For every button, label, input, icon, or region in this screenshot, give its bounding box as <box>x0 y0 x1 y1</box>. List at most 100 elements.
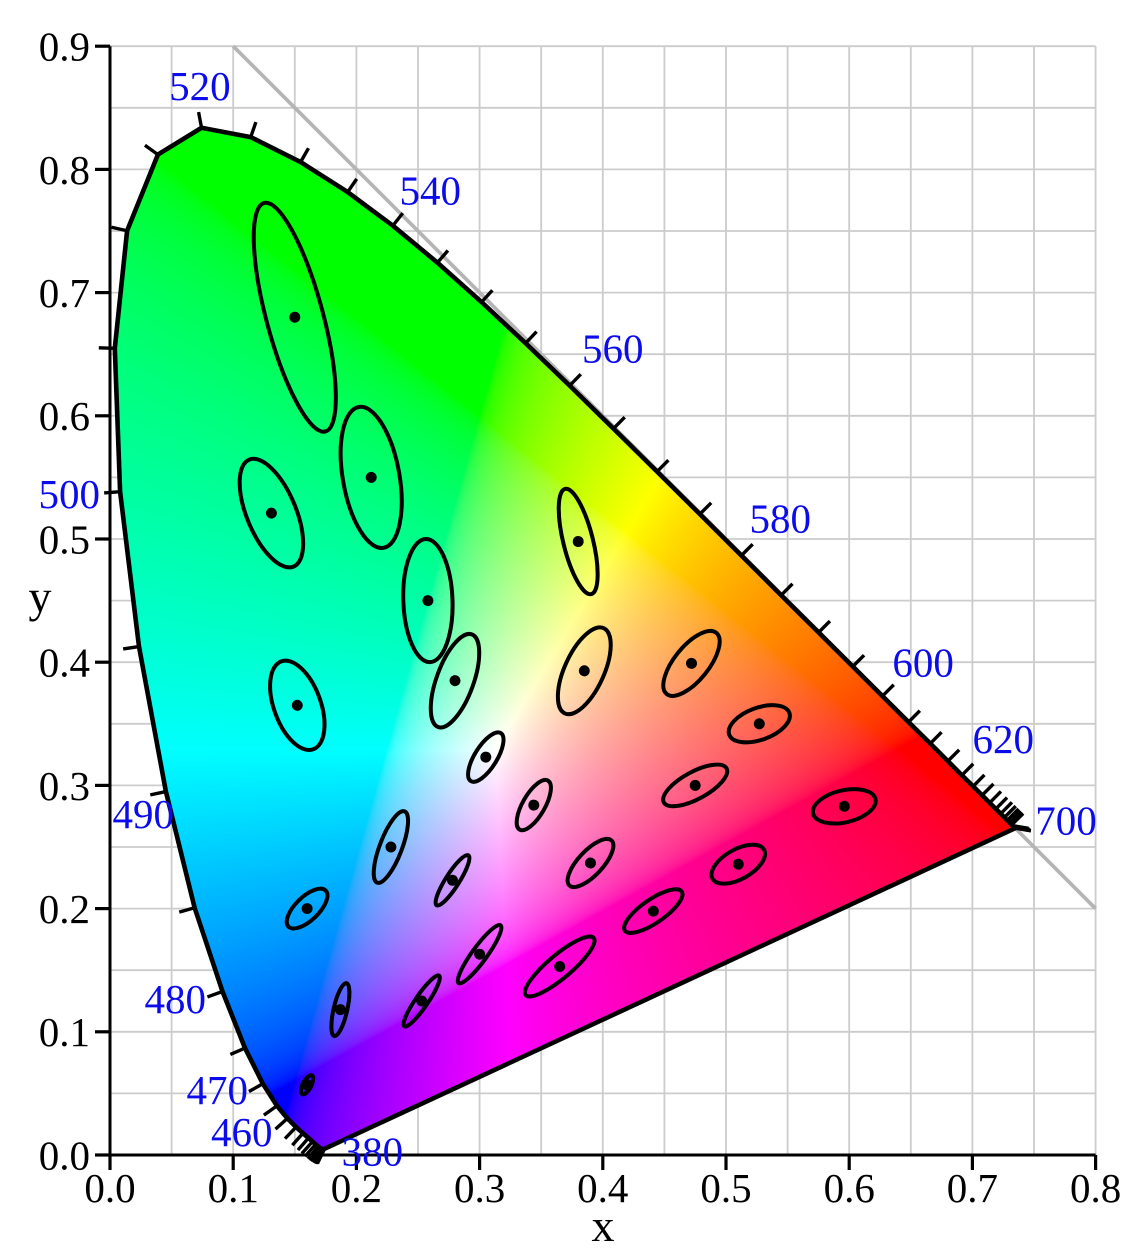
wavelength-tick <box>1006 807 1020 822</box>
ellipse-center-dot <box>838 800 850 812</box>
macadam-ellipse-outline <box>371 809 411 885</box>
wavelength-label: 560 <box>582 325 644 371</box>
macadam-ellipse <box>251 200 338 434</box>
macadam-ellipse-outline <box>522 934 597 999</box>
wavelength-tick <box>612 416 626 430</box>
wavelength-tick <box>1014 826 1032 833</box>
ellipse-center-dot <box>291 699 303 711</box>
ellipse-center-dot <box>480 751 492 763</box>
wavelength-tick <box>104 489 121 495</box>
axes: 0.0 0.1 0.2 0.3 0.4 0.5 0.6 0.7 0.8 0.0 0.1 0.2 0.3 0… <box>39 24 1121 1211</box>
wavelength-tick <box>946 748 961 763</box>
macadam-ellipse <box>622 887 685 935</box>
macadam-ellipse <box>726 703 792 745</box>
macadam-ellipse-outline <box>237 456 306 570</box>
ellipse-center-dot <box>301 903 313 915</box>
wavelength-tick <box>311 1147 323 1164</box>
ellipse-center-dot <box>474 948 486 960</box>
x-tick-label: 0.2 <box>331 1165 382 1211</box>
macadam-ellipse-outline <box>622 887 685 935</box>
x-tick-label: 0.8 <box>1070 1165 1121 1211</box>
ellipse-center-dot <box>732 858 744 870</box>
wavelength-tick <box>274 1117 289 1131</box>
wavelength-label: 460 <box>211 1109 273 1155</box>
macadam-ellipse <box>555 625 613 717</box>
wavelength-tick <box>436 249 450 264</box>
x-tick-label: 0.7 <box>947 1165 998 1211</box>
wavelength-tick <box>980 782 995 797</box>
ellipse-center-dot <box>572 536 584 547</box>
macadam-ellipse <box>237 456 306 570</box>
macadam-ellipse <box>401 973 442 1029</box>
wavelength-label: 580 <box>749 495 811 541</box>
macadam-ellipse <box>810 787 878 826</box>
ellipse-center-dot <box>689 779 701 791</box>
y-tick-label: 0.6 <box>39 393 90 439</box>
y-axis-title: y <box>29 571 52 622</box>
macadam-ellipse-outline <box>251 200 338 434</box>
ellipse-center-dot <box>365 471 377 483</box>
macadam-ellipse-outline <box>428 631 482 730</box>
macadam-ellipse-outline <box>338 404 404 550</box>
wavelength-tick <box>300 1140 314 1155</box>
ellipse-center-dot <box>334 1004 346 1016</box>
macadam-ellipse-outline <box>565 836 616 890</box>
wavelength-tick <box>248 1082 264 1094</box>
wavelength-label: 540 <box>400 168 462 214</box>
ellipse-center-dot <box>447 874 458 886</box>
ellipse-center-dot <box>449 675 461 687</box>
macadam-ellipse <box>466 730 506 784</box>
ellipse-center-dot <box>385 841 397 853</box>
macadam-ellipse-outline <box>661 762 730 809</box>
wavelength-tick <box>971 773 986 788</box>
wavelength-label: 500 <box>39 471 101 517</box>
wavelength-tick <box>988 790 1003 804</box>
wavelength-tick <box>303 1143 317 1158</box>
wavelength-tick <box>111 225 128 233</box>
ellipse-center-dot <box>554 961 566 972</box>
wavelength-label: 700 <box>1035 797 1097 843</box>
macadam-ellipse <box>329 981 352 1039</box>
wavelength-tick <box>178 906 196 914</box>
spectral-locus <box>112 125 1018 1152</box>
wavelength-tick <box>740 542 754 557</box>
wavelength-tick <box>149 789 167 797</box>
wavelength-tick <box>262 1104 278 1117</box>
ellipse-center-dot <box>686 657 697 669</box>
wavelength-label: 470 <box>186 1067 248 1113</box>
x-tick-label: 0.3 <box>454 1165 505 1211</box>
ellipse-center-dot <box>528 799 540 811</box>
wavelength-tick <box>907 709 922 724</box>
ellipse-center-dot <box>753 718 765 730</box>
wavelength-tick <box>122 644 140 651</box>
wavelength-label: 520 <box>169 63 231 109</box>
ellipse-center-dot <box>301 1079 313 1091</box>
wavelength-tick <box>817 619 832 634</box>
y-tick-label: 0.8 <box>39 147 90 193</box>
ellipse-center-dot <box>647 905 659 917</box>
wavelength-tick <box>1003 804 1017 819</box>
wavelength-tick <box>999 801 1014 815</box>
wavelength-tick <box>480 289 494 304</box>
macadam-ellipse <box>298 1073 316 1097</box>
macadam-ellipse-outline <box>329 981 352 1039</box>
macadam-ellipse <box>709 842 768 886</box>
y-tick-label: 0.4 <box>39 640 90 686</box>
x-tick-label: 0.6 <box>824 1165 875 1211</box>
wavelength-tick <box>391 212 405 227</box>
x-tick-label: 0.0 <box>84 1165 135 1211</box>
y-tick-label: 0.3 <box>39 763 90 809</box>
macadam-ellipse <box>268 658 327 752</box>
macadam-ellipse <box>661 628 722 698</box>
wavelength-tick <box>296 1136 310 1152</box>
wavelength-label: 380 <box>342 1129 404 1175</box>
wavelength-tick <box>291 1132 305 1147</box>
ellipse-center-dot <box>578 665 590 677</box>
macadam-ellipse-outline <box>466 730 506 784</box>
wavelength-tick <box>1008 809 1022 824</box>
ellipse-center-dot <box>416 995 428 1007</box>
x-tick-label: 0.5 <box>700 1165 751 1211</box>
macadam-ellipse-outline <box>455 922 504 986</box>
wavelength-tick <box>299 147 310 163</box>
